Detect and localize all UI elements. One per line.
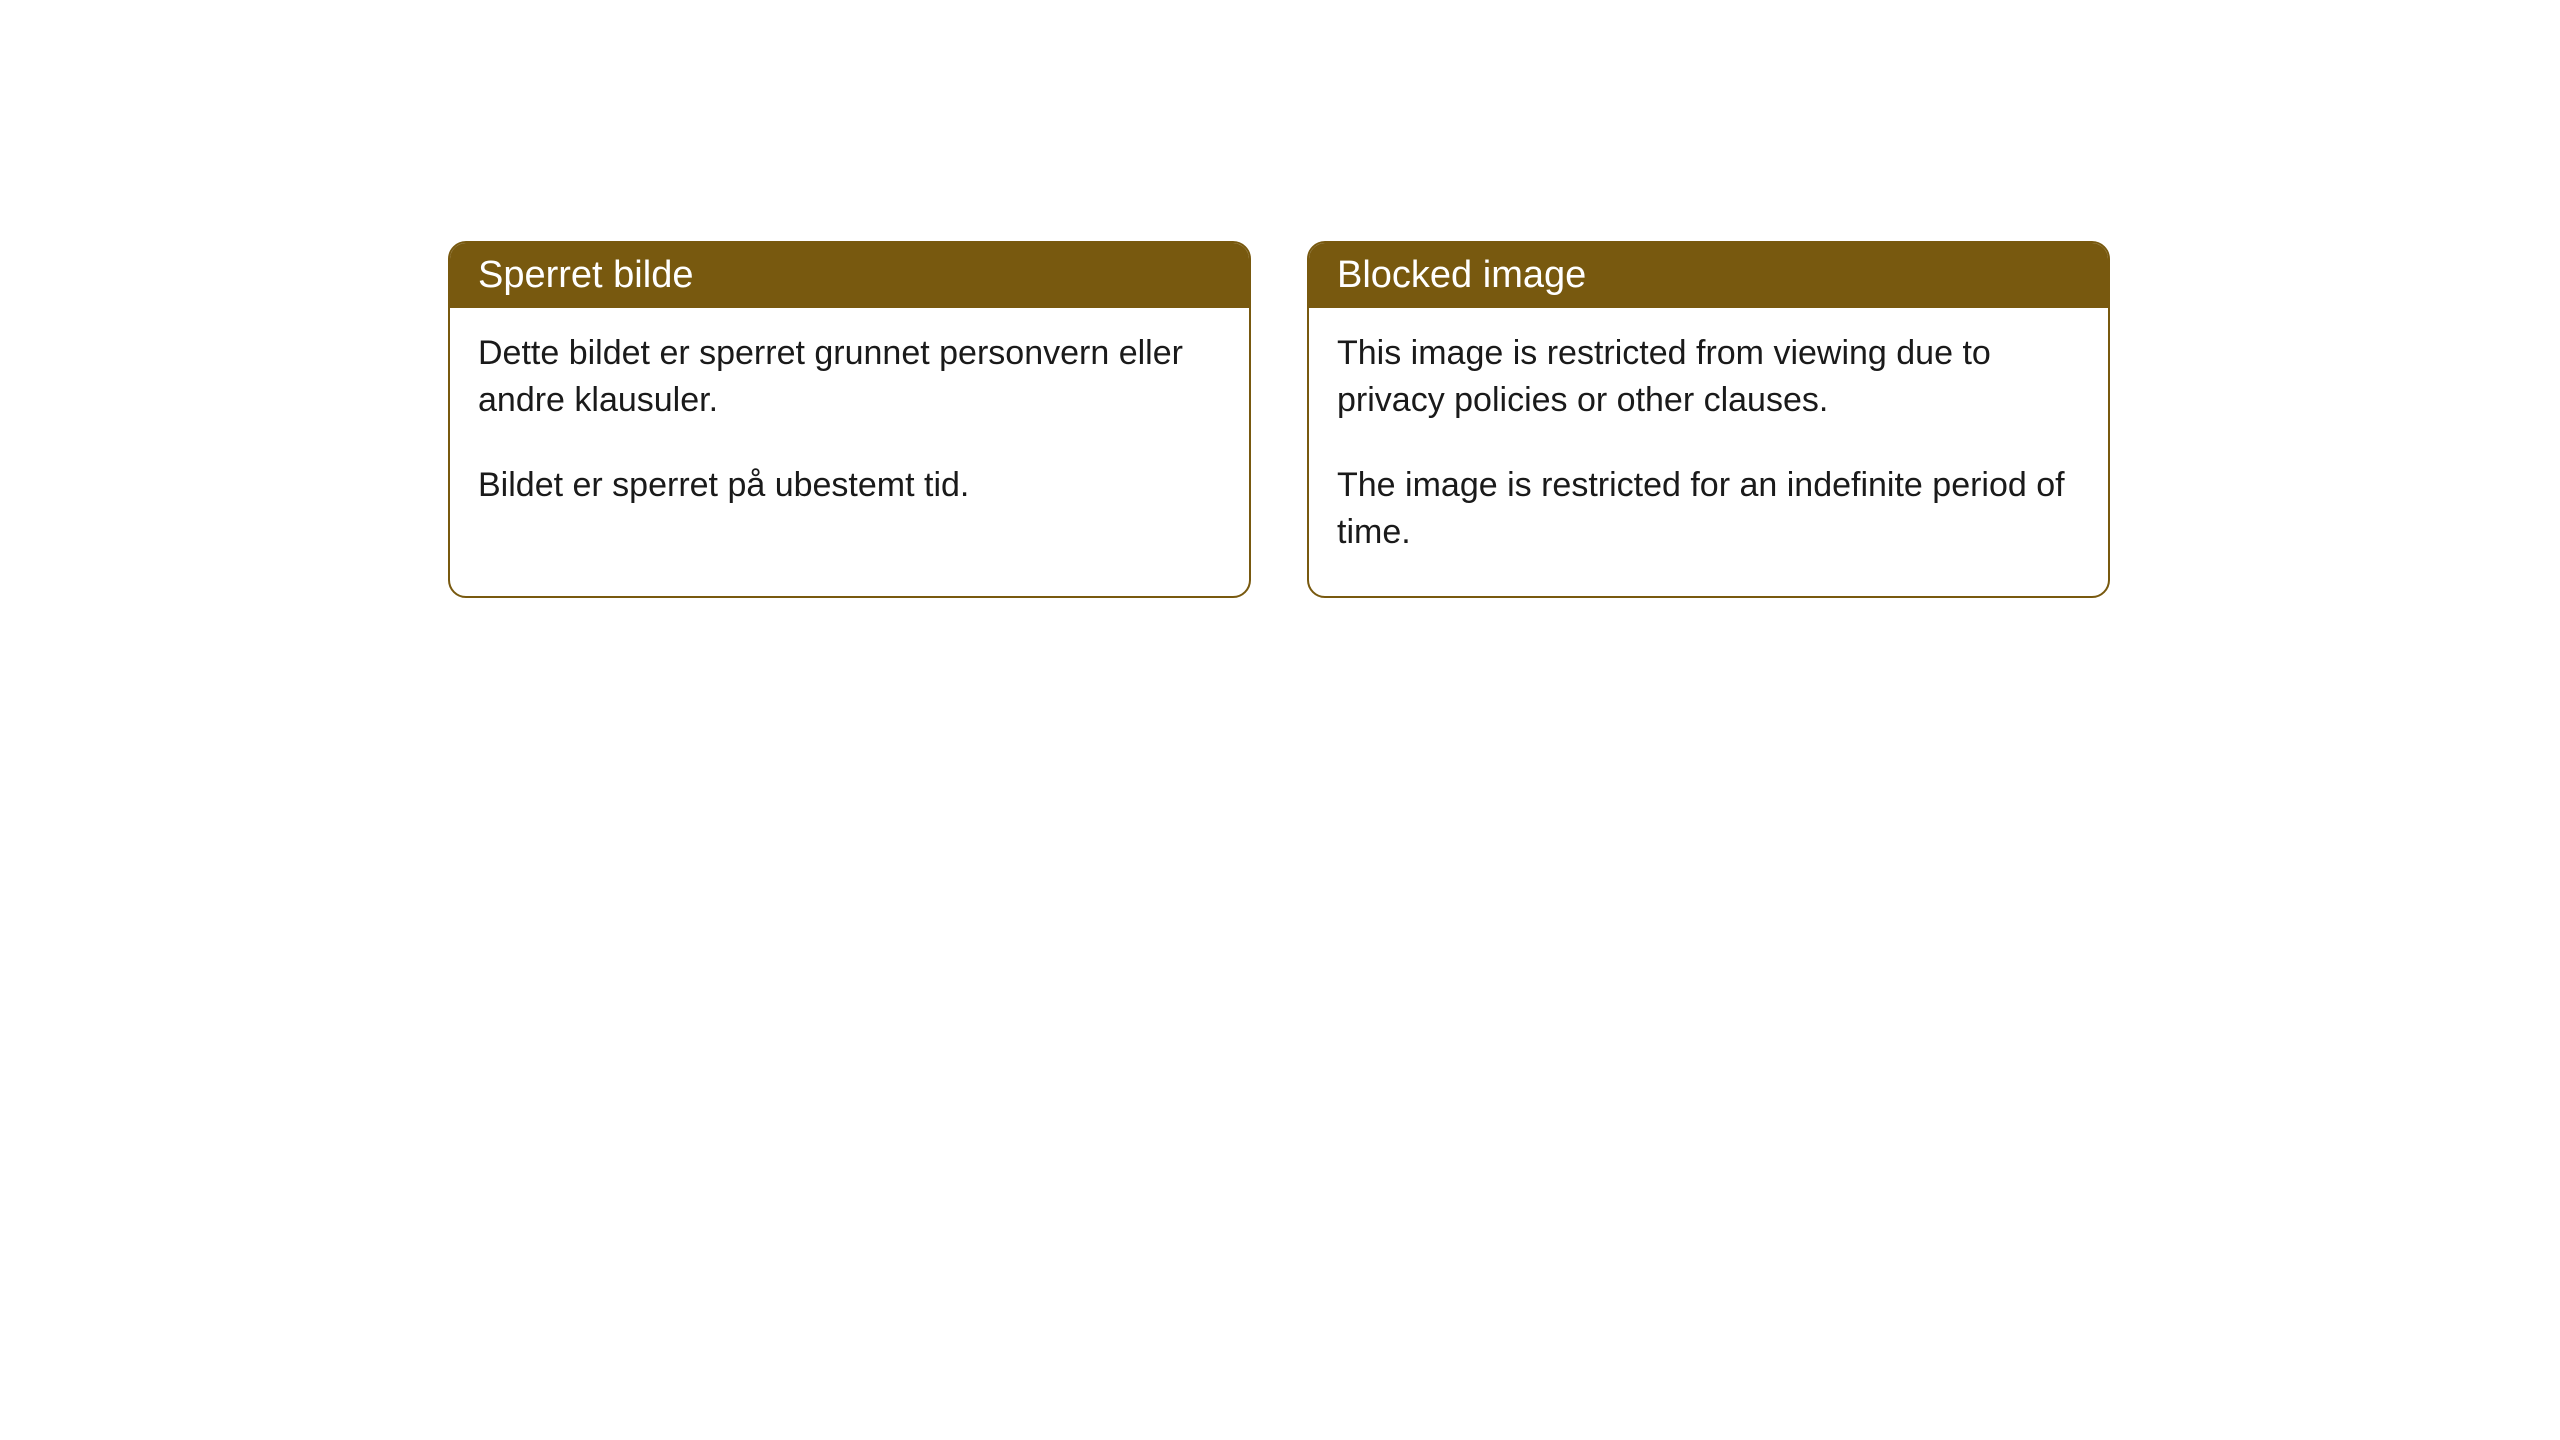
notice-cards-container: Sperret bilde Dette bildet er sperret gr… [448, 241, 2110, 598]
card-header: Blocked image [1309, 243, 2108, 308]
card-paragraph-1: This image is restricted from viewing du… [1337, 330, 2080, 424]
card-body: Dette bildet er sperret grunnet personve… [450, 308, 1249, 549]
card-body: This image is restricted from viewing du… [1309, 308, 2108, 596]
notice-card-norwegian: Sperret bilde Dette bildet er sperret gr… [448, 241, 1251, 598]
card-header: Sperret bilde [450, 243, 1249, 308]
notice-card-english: Blocked image This image is restricted f… [1307, 241, 2110, 598]
card-title: Sperret bilde [478, 254, 693, 296]
card-title: Blocked image [1337, 254, 1586, 296]
card-paragraph-1: Dette bildet er sperret grunnet personve… [478, 330, 1221, 424]
card-paragraph-2: The image is restricted for an indefinit… [1337, 462, 2080, 556]
card-paragraph-2: Bildet er sperret på ubestemt tid. [478, 462, 1221, 509]
